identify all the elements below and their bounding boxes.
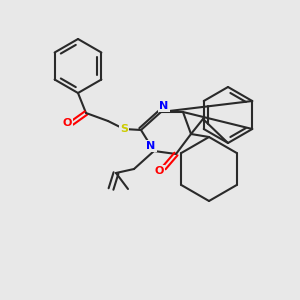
Text: S: S (120, 124, 128, 134)
Text: N: N (146, 141, 156, 151)
Text: O: O (154, 166, 164, 176)
Text: O: O (62, 118, 72, 128)
Text: N: N (159, 101, 169, 111)
